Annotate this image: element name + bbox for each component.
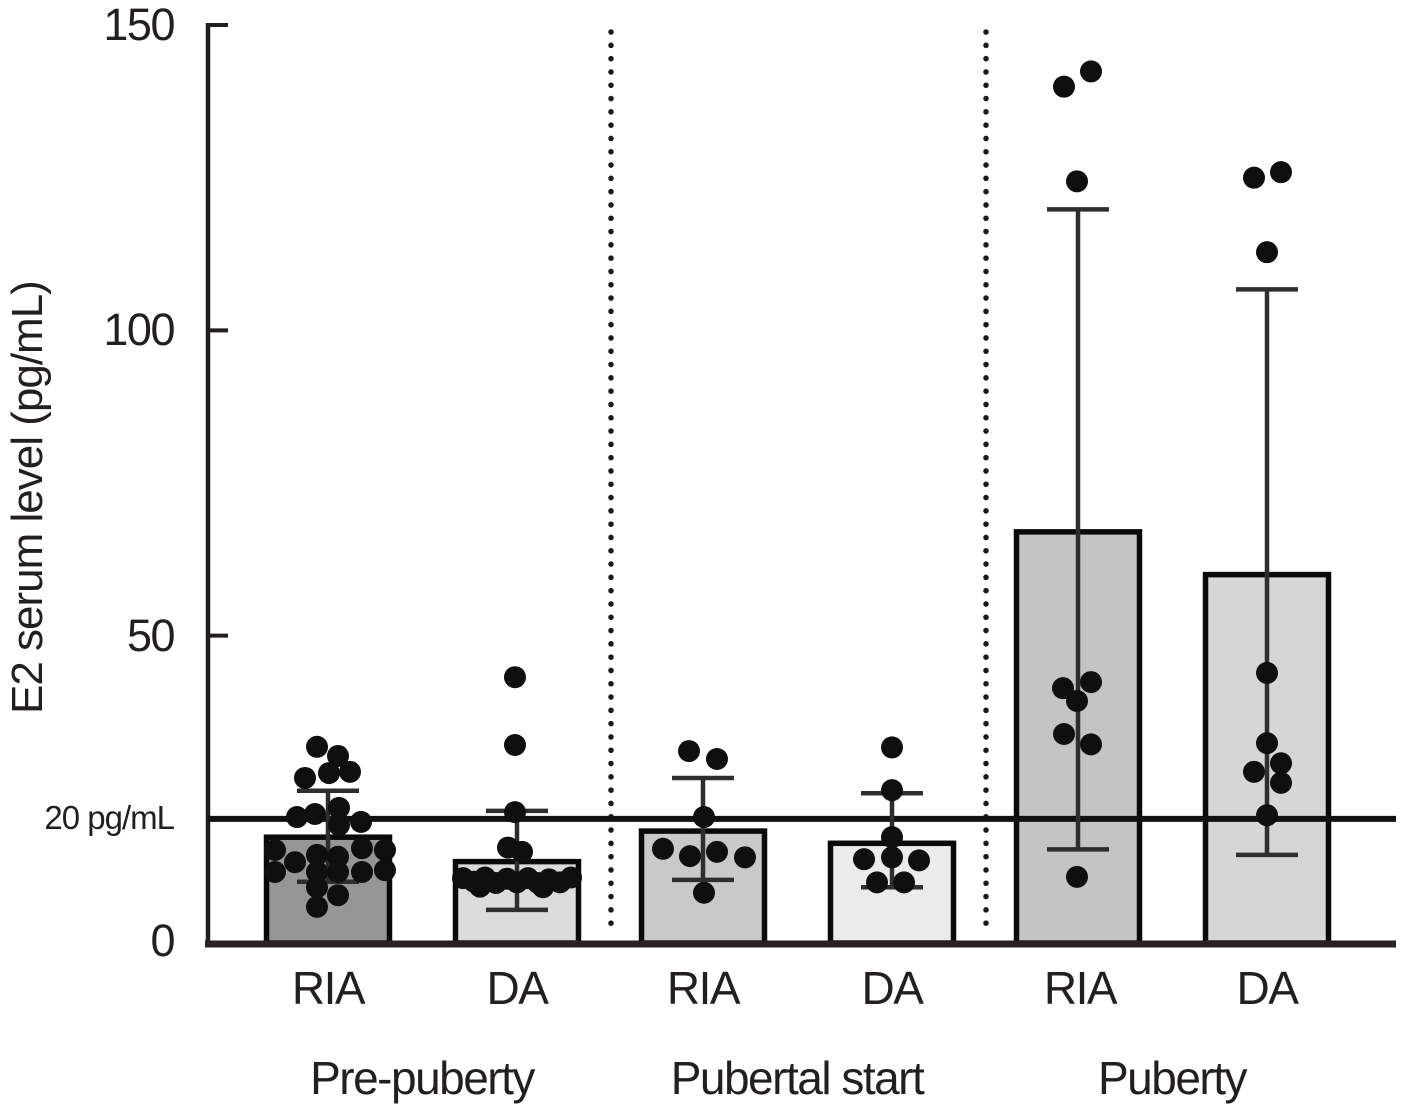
x-tick-label-da-prepuberty: DA (486, 962, 549, 1014)
data-point (306, 735, 328, 758)
data-point (351, 860, 373, 883)
data-point (1053, 722, 1075, 745)
y-tick-label-0: 0 (150, 915, 175, 966)
group-label-puberty: Puberty (1097, 1052, 1248, 1104)
data-point (1080, 671, 1102, 694)
data-point (264, 860, 286, 883)
data-point (1066, 690, 1088, 713)
y-tick-label-150: 150 (103, 0, 175, 50)
data-point (1256, 241, 1278, 264)
data-point (318, 762, 340, 785)
data-point (306, 860, 328, 883)
data-point (1243, 166, 1265, 189)
data-point (734, 846, 756, 869)
data-point (881, 779, 903, 802)
data-point (652, 837, 674, 860)
data-point (294, 766, 316, 789)
data-point (327, 744, 349, 767)
data-point (284, 851, 306, 874)
data-point (881, 736, 903, 759)
data-point (693, 806, 715, 829)
data-point (881, 846, 903, 869)
data-point (679, 845, 701, 868)
group-label-pre-puberty: Pre-puberty (310, 1052, 535, 1104)
data-point (908, 849, 930, 872)
data-point (532, 876, 554, 899)
data-point (339, 760, 361, 783)
data-point (374, 859, 396, 882)
data-point (1053, 75, 1075, 98)
data-point (1256, 804, 1278, 827)
data-point (706, 748, 728, 771)
data-point (1243, 760, 1265, 783)
data-point (350, 810, 372, 833)
group-label-pubertal-start: Pubertal start (670, 1052, 925, 1104)
data-point (1270, 771, 1292, 794)
data-point (327, 845, 349, 868)
x-tick-label-da-pubertalstart: DA (861, 962, 924, 1014)
data-point (866, 871, 888, 894)
data-point (560, 866, 582, 889)
data-point (1080, 60, 1102, 83)
data-point (304, 802, 326, 825)
data-point (511, 840, 533, 863)
data-point (306, 843, 328, 866)
data-point (1066, 170, 1088, 193)
data-point (1080, 733, 1102, 756)
data-point (328, 813, 350, 836)
data-point (264, 839, 286, 862)
data-point (1052, 677, 1074, 700)
data-point (881, 826, 903, 849)
x-tick-label-ria-pubertalstart: RIA (666, 962, 741, 1014)
data-point (286, 806, 308, 829)
y-tick-label-50: 50 (126, 610, 176, 661)
data-point (853, 848, 875, 871)
data-point (1270, 752, 1292, 775)
data-point (351, 837, 373, 860)
data-point (678, 740, 700, 763)
data-point (893, 871, 915, 894)
data-point (327, 884, 349, 907)
x-tick-label-ria-puberty: RIA (1043, 962, 1118, 1014)
y-tick-label-100: 100 (103, 304, 175, 355)
data-point (1270, 161, 1292, 184)
data-point (469, 875, 491, 898)
data-point (1256, 661, 1278, 684)
x-tick-label-ria-prepuberty: RIA (291, 962, 366, 1014)
data-point (1256, 732, 1278, 755)
data-point (706, 840, 728, 863)
reference-line-label: 20 pg/mL (44, 799, 175, 836)
data-point (306, 895, 328, 918)
data-point (1066, 865, 1088, 888)
x-tick-label-da-puberty: DA (1236, 962, 1299, 1014)
data-point (327, 860, 349, 883)
data-point (504, 666, 526, 689)
data-point (374, 839, 396, 862)
data-point (328, 796, 350, 819)
data-point (693, 881, 715, 904)
data-point (504, 733, 526, 756)
data-point (306, 876, 328, 899)
data-point (504, 801, 526, 824)
